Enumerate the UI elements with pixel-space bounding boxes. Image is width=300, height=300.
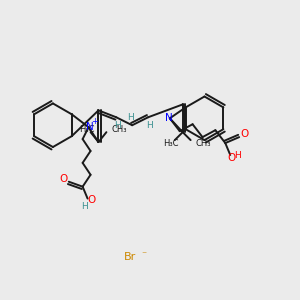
- Text: H: H: [234, 152, 241, 160]
- Text: O: O: [227, 153, 236, 163]
- Text: H: H: [81, 202, 88, 211]
- Text: CH₃: CH₃: [111, 125, 127, 134]
- Text: H: H: [127, 113, 134, 122]
- Text: ⁻: ⁻: [142, 250, 147, 260]
- Text: +: +: [91, 117, 98, 126]
- Text: Br: Br: [124, 252, 136, 262]
- Text: H: H: [146, 121, 152, 130]
- Text: H: H: [114, 121, 121, 130]
- Text: H₃C: H₃C: [163, 139, 179, 148]
- Text: O: O: [87, 194, 96, 205]
- Text: N: N: [165, 113, 173, 123]
- Text: O: O: [60, 174, 68, 184]
- Text: N: N: [86, 122, 93, 132]
- Text: H₃C: H₃C: [79, 125, 94, 134]
- Text: CH₃: CH₃: [196, 139, 211, 148]
- Text: O: O: [240, 129, 248, 139]
